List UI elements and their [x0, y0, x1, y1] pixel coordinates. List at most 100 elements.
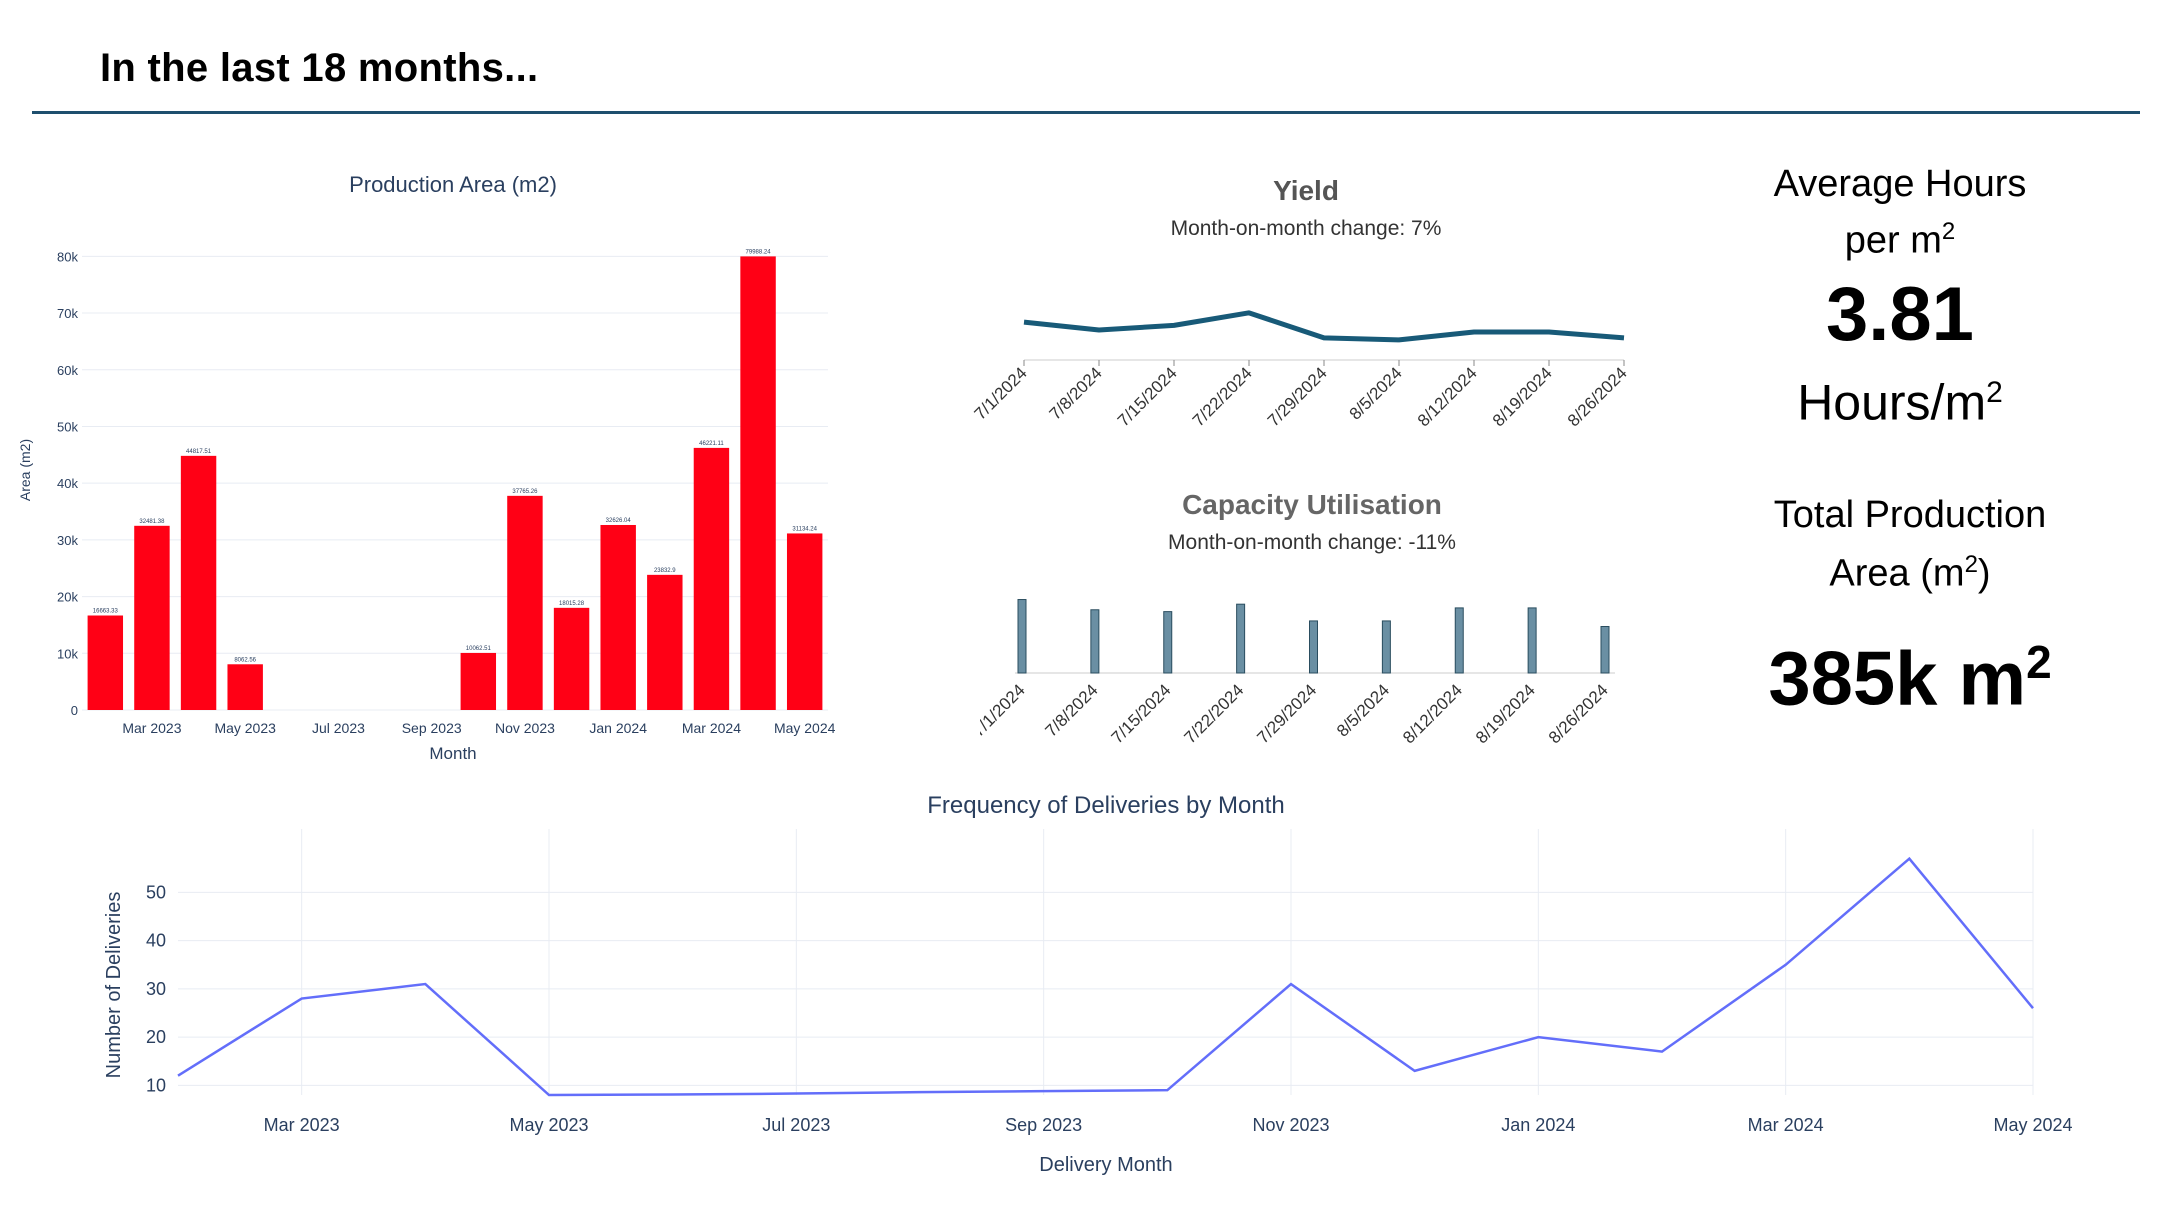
data-label: 46221.11	[699, 441, 724, 447]
bar	[600, 524, 636, 710]
x-tick-label: Mar 2024	[1748, 1115, 1824, 1135]
kpi-average-hours: Average Hours per m2 3.81 Hours/m2	[1700, 160, 2100, 430]
y-tick-label: 70k	[57, 306, 78, 321]
data-label: 18015.28	[559, 601, 585, 607]
x-tick-label: 8/26/2024	[1545, 680, 1612, 747]
x-tick-label: Jul 2023	[312, 720, 365, 736]
chart-title: Frequency of Deliveries by Month	[927, 792, 1285, 819]
chart-subtitle: Month-on-month change: -11%	[1168, 531, 1456, 554]
data-label: 31134.24	[792, 526, 817, 532]
bar	[180, 455, 217, 710]
bar	[1090, 609, 1100, 674]
bar	[786, 533, 823, 710]
y-axis-label: Area (m2)	[17, 439, 33, 501]
chart-title: Capacity Utilisation	[1182, 489, 1442, 520]
bar	[1527, 607, 1537, 674]
capacity-utilisation-chart: Capacity Utilisation Month-on-month chan…	[980, 489, 1615, 747]
x-tick-label: 7/22/2024	[1181, 680, 1248, 747]
production-area-chart: Production Area (m2) 16663.33 32481.38 448…	[17, 172, 836, 763]
yield-chart: Yield Month-on-month change: 7% 7/1/2024…	[971, 175, 1631, 430]
y-tick-label: 50k	[57, 419, 78, 434]
bar	[1236, 603, 1246, 674]
y-tick-label: 10k	[57, 646, 78, 661]
x-tick-label: 7/22/2024	[1189, 363, 1256, 430]
kpi-value: 3.81	[1826, 271, 1974, 357]
x-tick-label: 8/26/2024	[1564, 363, 1631, 430]
kpi-label-line2: per m2	[1844, 218, 1956, 262]
x-axis-label: Delivery Month	[1039, 1154, 1172, 1176]
bar	[1381, 620, 1391, 674]
x-tick-label: May 2024	[774, 720, 836, 736]
x-tick-label: 7/1/2024	[980, 680, 1029, 740]
bar	[647, 574, 683, 710]
x-tick-label: 8/5/2024	[1333, 680, 1393, 740]
bar	[693, 447, 730, 710]
x-tick-label: Mar 2023	[122, 720, 181, 736]
page-title: In the last 18 months...	[100, 46, 539, 90]
data-label: 37765.26	[512, 489, 538, 495]
y-tick-label: 40k	[57, 476, 78, 491]
y-tick-label: 20k	[57, 590, 78, 605]
deliveries-frequency-chart: Frequency of Deliveries by Month 10 20 30 4…	[103, 792, 2073, 1176]
bar	[87, 615, 124, 710]
x-tick-label: 8/19/2024	[1472, 680, 1539, 747]
y-tick-label: 50	[146, 882, 166, 902]
x-tick-label: 7/15/2024	[1108, 680, 1175, 747]
bar	[1017, 599, 1027, 674]
x-tick-label: May 2023	[509, 1115, 588, 1135]
x-tick-label: 7/15/2024	[1114, 363, 1181, 430]
x-tick-label: Jan 2024	[589, 720, 647, 736]
x-tick-label: 7/8/2024	[1046, 363, 1106, 423]
y-tick-label: 60k	[57, 363, 78, 378]
bar	[740, 256, 776, 710]
x-tick-label: Mar 2024	[682, 720, 741, 736]
x-tick-label: May 2023	[214, 720, 276, 736]
kpi-label-line1: Average Hours	[1773, 163, 2027, 205]
x-tick-label: 7/29/2024	[1253, 680, 1320, 747]
x-tick-label: Jan 2024	[1501, 1115, 1575, 1135]
x-tick-label: Mar 2023	[264, 1115, 340, 1135]
yield-series-line	[1023, 310, 1625, 343]
x-tick-label: 7/8/2024	[1041, 680, 1101, 740]
y-tick-label: 40	[146, 931, 166, 951]
x-tick-label: Jul 2023	[762, 1115, 830, 1135]
data-label: 10062.51	[466, 646, 492, 652]
kpi-total-production-area: Total Production Area (m2) 385k m2	[1710, 490, 2110, 734]
x-tick-label: 8/19/2024	[1489, 363, 1556, 430]
x-tick-label: Sep 2023	[402, 720, 462, 736]
kpi-unit: Hours/m2	[1797, 374, 2003, 431]
bar	[1309, 620, 1318, 674]
data-label: 8062.56	[234, 657, 256, 663]
bar	[553, 607, 590, 710]
data-label: 23832.9	[654, 568, 676, 574]
x-tick-label: May 2024	[1993, 1115, 2072, 1135]
data-label: 79988.24	[746, 249, 772, 255]
kpi-label-line1: Total Production	[1773, 494, 2047, 536]
kpi-value: 385k m2	[1768, 635, 2052, 721]
y-tick-label: 30k	[57, 533, 78, 548]
bar	[1163, 611, 1173, 674]
y-tick-label: 10	[146, 1075, 166, 1095]
x-tick-label: 7/29/2024	[1264, 363, 1331, 430]
x-tick-label: 7/1/2024	[971, 363, 1031, 423]
data-label: 32481.38	[139, 519, 165, 525]
x-tick-label: Sep 2023	[1005, 1115, 1082, 1135]
chart-subtitle: Month-on-month change: 7%	[1171, 217, 1442, 240]
x-tick-label: 8/12/2024	[1414, 363, 1481, 430]
data-label: 44817.51	[186, 449, 212, 455]
bar	[507, 495, 543, 710]
y-axis-label: Number of Deliveries	[103, 892, 125, 1079]
data-label: 32626.04	[606, 518, 632, 524]
chart-title: Production Area (m2)	[349, 172, 557, 197]
chart-title: Yield	[1273, 175, 1339, 206]
x-tick-label: 8/5/2024	[1346, 363, 1406, 423]
deliveries-series-line	[177, 856, 2034, 1097]
bar	[1454, 607, 1464, 674]
x-tick-label: Nov 2023	[495, 720, 555, 736]
x-axis-label: Month	[429, 744, 476, 763]
x-tick-label: 8/12/2024	[1399, 680, 1466, 747]
kpi-label-line2: Area (m2)	[1829, 551, 1991, 595]
data-label: 16663.33	[93, 609, 119, 615]
y-tick-label: 30	[146, 979, 166, 999]
bar	[460, 652, 497, 710]
